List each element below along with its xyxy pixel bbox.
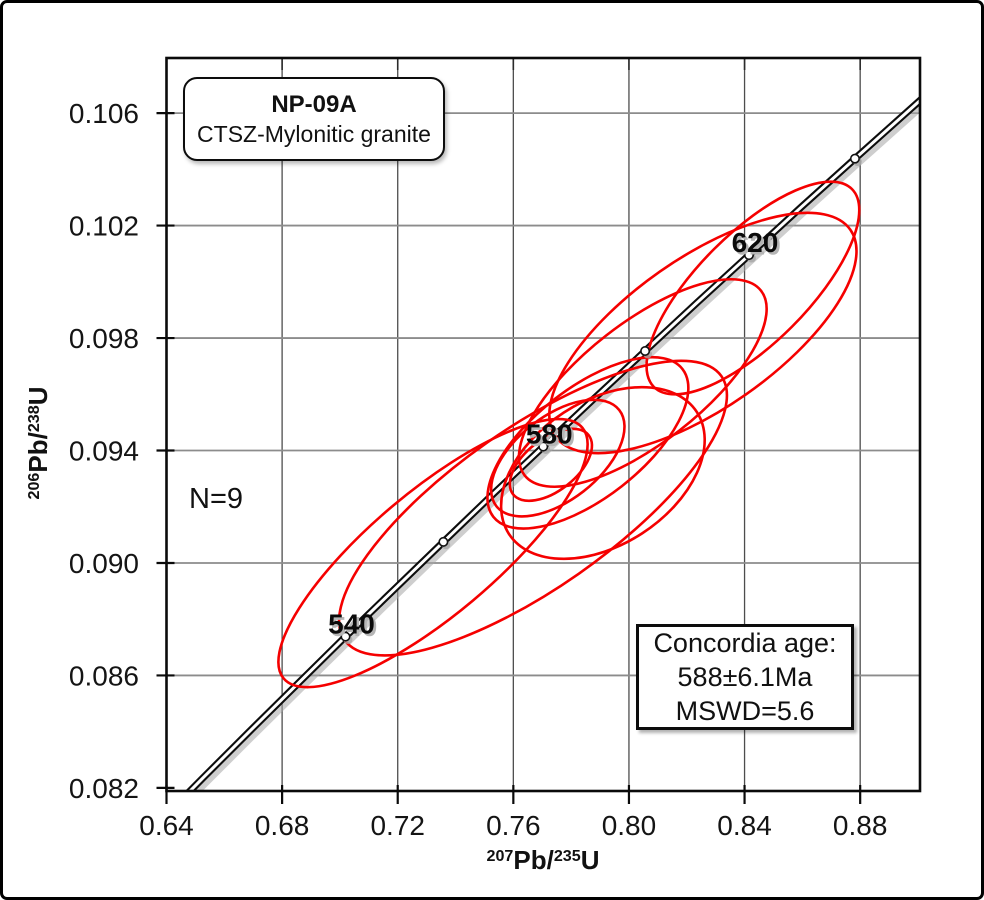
x-axis-title: 207Pb/235U <box>166 845 920 876</box>
concordia-age-caption: Concordia age: <box>653 628 837 658</box>
age-marker <box>743 250 754 261</box>
age-label: 540 <box>328 609 375 640</box>
concordia-age-box: Concordia age: 588±6.1Ma MSWD=5.6 <box>636 624 854 730</box>
error-ellipse <box>508 427 594 503</box>
age-marker <box>538 441 549 452</box>
sample-id: NP-09A <box>271 91 357 118</box>
y-axis-title-superscript: 238 <box>24 405 43 433</box>
concordia-chart: 5405405805806206200.0820.0860.0900.0940.… <box>69 56 922 841</box>
y-axis-title: 206Pb/238U <box>23 343 63 543</box>
mswd-value: MSWD=5.6 <box>675 696 815 726</box>
x-axis-title-text: U <box>580 845 600 875</box>
age-label: 620 <box>732 227 779 258</box>
error-ellipse <box>277 417 589 689</box>
age-marker <box>640 345 651 356</box>
error-ellipse <box>517 277 768 489</box>
y-tick-label: 0.090 <box>69 548 139 579</box>
x-axis-title-superscript: 207 <box>486 846 514 865</box>
concordia-age-value: 588±6.1Ma <box>677 662 813 692</box>
x-tick-label: 0.64 <box>139 810 194 841</box>
sample-box: NP-09A CTSZ-Mylonitic granite <box>183 77 445 161</box>
y-tick-label: 0.082 <box>69 773 139 804</box>
error-ellipse <box>486 355 690 530</box>
y-tick-label: 0.098 <box>69 323 139 354</box>
age-label-shadow: 580 <box>528 421 575 452</box>
y-axis-title-superscript: 206 <box>24 472 43 500</box>
age-marker <box>340 631 351 642</box>
error-ellipse <box>548 211 858 455</box>
error-ellipse <box>499 385 706 561</box>
age-marker <box>438 536 449 547</box>
y-axis-title-text: Pb/ <box>23 432 53 473</box>
y-tick-label: 0.086 <box>69 660 139 691</box>
age-label-shadow: 540 <box>331 611 378 642</box>
x-tick-label: 0.72 <box>370 810 425 841</box>
x-tick-label: 0.76 <box>486 810 541 841</box>
x-axis-title-text: Pb/ <box>513 845 554 875</box>
x-axis-title-superscript: 235 <box>553 846 581 865</box>
y-tick-label: 0.102 <box>69 211 139 242</box>
x-tick-label: 0.80 <box>602 810 657 841</box>
age-marker <box>849 153 860 164</box>
error-ellipse <box>489 398 626 518</box>
x-tick-label: 0.88 <box>833 810 888 841</box>
y-axis-title-text: U <box>23 386 53 406</box>
y-tick-label: 0.106 <box>69 98 139 129</box>
y-tick-label: 0.094 <box>69 436 139 467</box>
n-count-label: N=9 <box>189 483 244 515</box>
plot-border <box>165 56 922 793</box>
x-tick-label: 0.84 <box>717 810 772 841</box>
age-label: 580 <box>526 419 573 450</box>
sample-description: CTSZ-Mylonitic granite <box>197 121 431 147</box>
age-label-shadow: 620 <box>734 230 781 261</box>
x-tick-label: 0.68 <box>255 810 310 841</box>
